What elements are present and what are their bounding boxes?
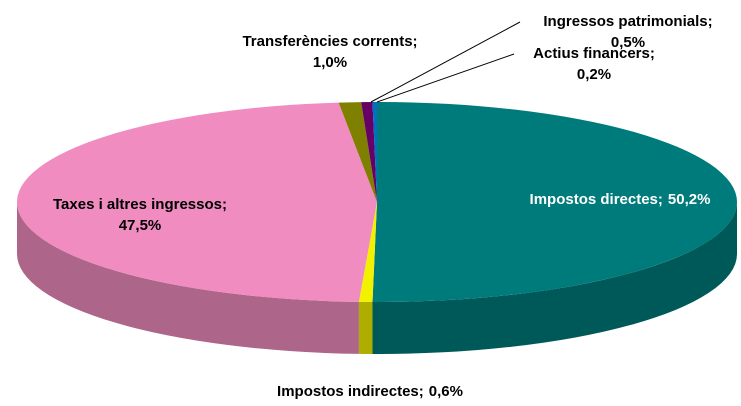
data-label: Actius financers; 0,2% [533, 45, 655, 83]
data-label: Impostos indirectes; 0,6% [277, 383, 463, 400]
data-label: Impostos directes; 50,2% [530, 191, 711, 208]
pie-slice [361, 102, 377, 202]
label-category: Transferències corrents; [242, 33, 417, 50]
data-label: Transferències corrents; 1,0% [242, 33, 417, 71]
data-label: Taxes i altres ingressos; 47,5% [53, 196, 227, 234]
label-value: 0,2% [577, 66, 611, 83]
leader-line [370, 21, 521, 103]
label-value: 1,0% [313, 54, 347, 71]
pie-slice [17, 102, 377, 302]
leader-line [376, 53, 515, 103]
pie-sides [17, 202, 737, 354]
pie-slice [372, 102, 738, 302]
label-category: Ingressos patrimonials; [543, 13, 712, 30]
pie-side [358, 301, 373, 354]
label-value: 0,5% [611, 34, 645, 51]
label-category: Taxes i altres ingressos; [53, 196, 227, 213]
label-category: Actius financers; [533, 45, 655, 62]
pie-slice [338, 102, 377, 202]
label-category: Impostos directes; [530, 191, 663, 208]
labels: Impostos directes; 50,2% Impostos indirect… [53, 13, 713, 400]
data-label: Ingressos patrimonials; 0,5% [543, 13, 712, 51]
pie-slice [358, 202, 377, 302]
pie-side [17, 202, 359, 354]
pie-side [372, 202, 737, 354]
label-value: 50,2% [668, 191, 711, 208]
label-category: Impostos indirectes; [277, 383, 424, 400]
label-value: 0,6% [429, 383, 463, 400]
pie-tops [17, 102, 738, 302]
label-value: 47,5% [119, 217, 162, 234]
pie-slice [372, 102, 377, 202]
